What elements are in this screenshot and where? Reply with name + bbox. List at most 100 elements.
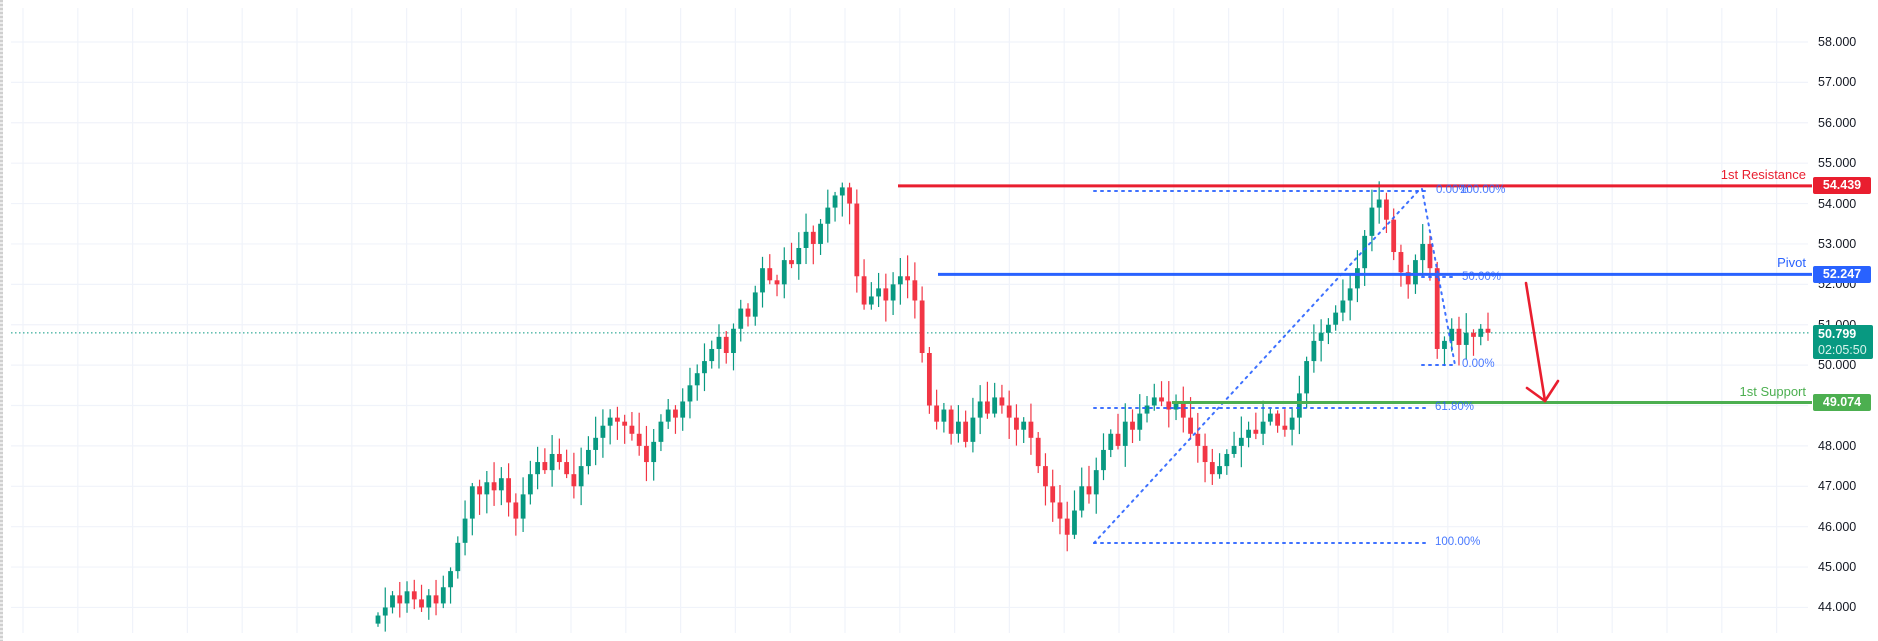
candle-body [477,486,482,495]
candle-body [1086,486,1092,495]
support-price-tag: 49.074 [1813,394,1871,412]
candle-body [985,401,990,414]
candle-body [1434,268,1440,349]
candle-body [796,247,802,265]
candle-body [1355,268,1360,289]
fib-label-100: 100.00% [1435,536,1481,548]
chart-grid [11,8,1808,633]
candle-body [723,336,729,354]
pivot-title: Pivot [1777,255,1806,271]
candle-body [832,195,838,208]
candle-body [629,425,635,434]
price-axis-tick: 44.000 [1818,600,1857,615]
candle-body [934,405,940,422]
candle-body [564,462,570,475]
candle-body [426,595,432,608]
candle-body [1064,518,1070,535]
candle-body [1413,260,1418,285]
candle-body [411,591,417,600]
candle-body [484,482,490,495]
candle-body [1006,405,1012,418]
price-axis-tick: 48.000 [1818,438,1857,453]
candle-body [1130,421,1135,430]
candle-body [767,268,773,281]
candle-body [1014,417,1019,430]
candle-body [999,397,1005,406]
candle-body [382,607,388,616]
candle-body [789,260,794,265]
candle-body [1217,466,1222,475]
candle-body [419,599,424,608]
candle-body [803,231,809,248]
candle-body [1260,421,1266,434]
fib-label-100-top: 100.00% [1460,184,1506,196]
candle-body [1108,433,1114,450]
candle-body [752,292,758,317]
candle-body [1376,199,1382,208]
candle-body [673,409,678,418]
candle-body [556,453,562,463]
candle-body [1180,401,1186,418]
candle-body [1173,401,1179,410]
candle-body [1050,486,1056,503]
candle-body [1246,429,1251,438]
price-axis-tick: 54.000 [1818,196,1857,211]
pivot-price-tag: 52.247 [1813,265,1871,283]
candle-body [955,421,961,434]
candle-body [774,280,780,285]
candle-body [535,462,541,475]
candle-body [578,466,584,487]
current-price-value: 50.799 [1818,327,1857,341]
price-axis-tick: 58.000 [1818,35,1857,49]
candle-body [1420,243,1426,261]
candle-body [448,571,453,588]
candle-body [455,542,461,572]
candle-body [948,409,954,434]
candle-body [462,518,468,543]
candle-body [1043,466,1048,487]
candle-body [825,207,831,224]
bearish-arrow-icon[interactable] [1524,281,1560,403]
price-axis-tick: 57.000 [1818,75,1857,90]
candle-body [745,308,751,317]
candle-body [868,296,874,305]
candle-body [702,361,707,374]
candle-body [1318,332,1324,341]
fib-label-50: 50.00% [1462,271,1502,283]
candle-body [1463,332,1469,345]
candle-body [1021,421,1027,430]
candle-body [890,284,896,301]
candle-body [607,417,613,426]
candle-body [1159,397,1164,402]
candle-body [738,308,744,329]
candle-body [527,474,533,495]
candle-body [1362,235,1368,269]
candle-body [615,417,620,422]
candle-body [1471,332,1476,337]
candle-body [847,187,852,204]
candle-body [810,231,816,244]
candle-body [992,397,998,414]
candle-body [687,385,693,402]
price-axis-tick: 53.000 [1818,236,1857,251]
candlestick-series [375,181,1491,632]
candle-body [1485,328,1491,333]
candle-body [694,373,700,386]
candle-body [390,595,395,608]
candle-body [883,288,889,301]
candle-body [1035,437,1041,467]
candle-body [1296,393,1302,418]
candle-body [680,401,686,418]
candle-body [919,300,925,354]
candle-body [1456,328,1462,345]
candle-body [897,276,903,285]
fibonacci-retracement[interactable] [1093,188,1456,544]
price-axis-tick: 55.000 [1818,156,1857,171]
candle-body [433,595,439,604]
candle-body [905,276,911,281]
fib-label-0: 0.00% [1436,184,1469,196]
candle-body [1028,421,1034,438]
candle-body [404,591,410,604]
candle-body [491,482,497,491]
